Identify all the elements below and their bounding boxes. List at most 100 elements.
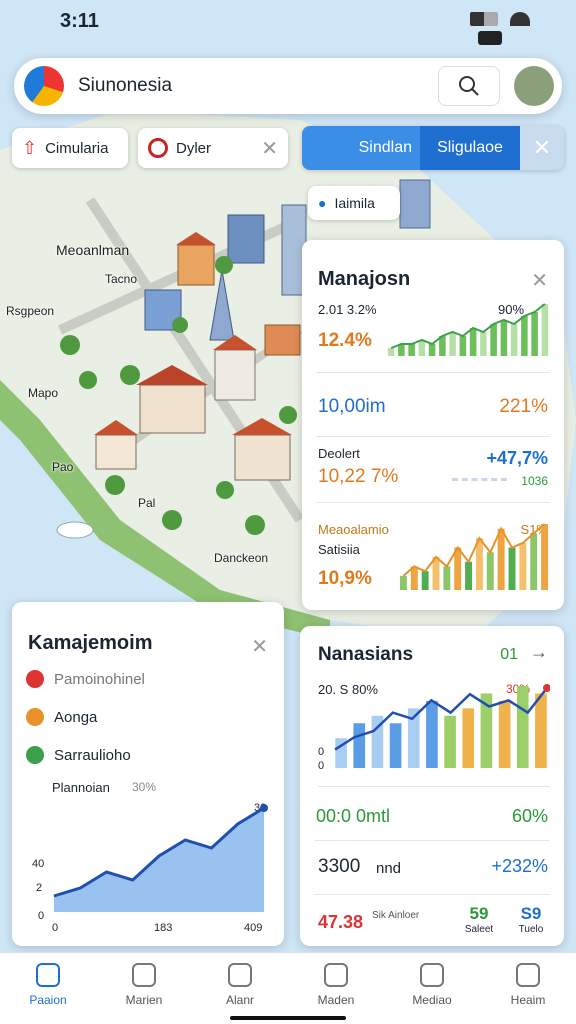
bar (486, 552, 494, 590)
list-item[interactable]: Pamoinohinel (26, 670, 145, 688)
search-button[interactable] (438, 66, 500, 106)
stat-label: Sik Ainloer (372, 910, 420, 921)
y-label: 2 (36, 882, 43, 894)
search-text: Siunonesia (78, 75, 173, 96)
y-label: 40 (32, 858, 45, 870)
nav-label: Maden (317, 993, 355, 1007)
end-point (260, 804, 268, 812)
bar (480, 693, 493, 768)
nav-item[interactable]: Alanr (192, 953, 288, 1024)
bar (444, 715, 456, 768)
bar (521, 316, 528, 356)
list-item[interactable]: Sarraulioho (26, 746, 131, 764)
stat-value: 00:0 0mtl (316, 806, 391, 826)
divider (314, 894, 550, 895)
bar (398, 344, 405, 356)
arrow-button[interactable]: → (530, 642, 548, 662)
axis-label: 0 (318, 746, 325, 758)
decoration (214, 349, 256, 401)
decoration (177, 244, 215, 286)
bar-chart (399, 523, 549, 590)
list-item[interactable]: Aonga (26, 708, 97, 726)
segment-option[interactable]: Sindlan (302, 126, 420, 170)
decoration (136, 365, 208, 385)
stat-label: 20. S 80% (318, 682, 378, 697)
bar (510, 324, 518, 356)
stat-label: Meaoalamio (318, 522, 389, 537)
segment-option[interactable]: Sligulaoe (420, 126, 520, 170)
bar (407, 708, 420, 768)
decoration (471, 88, 479, 96)
trend-line (402, 523, 546, 577)
nav-item[interactable]: Paaion (0, 953, 96, 1024)
divider (316, 372, 550, 373)
decoration (95, 434, 137, 470)
item-label: Aonga (54, 708, 98, 726)
bar (439, 336, 446, 356)
bar (454, 547, 462, 590)
end-point (543, 684, 550, 692)
segment-close[interactable]: ✕ (520, 126, 564, 170)
chart-title: Plannoian (52, 780, 110, 795)
nav-item[interactable]: Mediao (384, 953, 480, 1024)
decoration (94, 420, 138, 435)
divider (318, 786, 550, 787)
home-indicator (230, 1016, 346, 1020)
stat-label: 2.01 3.2% (318, 302, 377, 317)
filter-chip[interactable]: ⇧ Cimularia (12, 128, 128, 168)
stat-value: 47.38 (318, 912, 364, 932)
map-label: Rsgpeon (6, 304, 55, 318)
panel-badge: 01 (500, 646, 518, 663)
close-button[interactable]: ✕ (531, 270, 548, 292)
decoration (209, 269, 235, 341)
stat-value: 12.4% (318, 330, 372, 351)
nav-label: Marien (125, 993, 163, 1007)
decoration (162, 510, 182, 530)
bar (497, 528, 505, 590)
decoration (459, 76, 475, 92)
divider (316, 436, 550, 437)
bar (535, 693, 547, 768)
item-label: Pamoinohinel (54, 670, 145, 688)
combo-chart (334, 684, 550, 768)
map-label: Tacno (105, 272, 138, 286)
nav-item[interactable]: Heaim (480, 953, 576, 1024)
decoration (264, 324, 301, 356)
filter-chip[interactable]: Dyler ✕ (138, 128, 288, 168)
bar (498, 700, 511, 768)
search-bar[interactable]: Siunonesia (14, 58, 562, 114)
bar (541, 304, 549, 356)
nav-icon (420, 963, 444, 987)
stat-change: 221% (499, 396, 548, 417)
avatar[interactable] (514, 66, 554, 106)
decoration (279, 406, 297, 424)
stat-change: 60% (511, 806, 548, 826)
decoration (245, 515, 265, 535)
close-button[interactable]: ✕ (251, 636, 268, 658)
nav-label: Alanr (225, 993, 254, 1007)
bar (418, 340, 426, 356)
bar (428, 344, 436, 356)
bar (387, 348, 395, 356)
chip-icon (148, 138, 168, 158)
chip-close[interactable]: ✕ (261, 137, 278, 160)
search-icon (459, 76, 479, 96)
stat-small: 1036 (521, 474, 548, 488)
stat-label: 90% (498, 302, 525, 317)
nav-item[interactable]: Marien (96, 953, 192, 1024)
nav-icon (324, 963, 348, 987)
bar-chart (387, 303, 549, 356)
panel-title: Manajosn (318, 268, 411, 290)
bar (459, 336, 467, 356)
nav-item[interactable]: Maden (288, 953, 384, 1024)
bar (408, 344, 415, 356)
mini-label: Saleet (464, 924, 494, 935)
bar (541, 524, 549, 590)
bar (508, 547, 516, 590)
map-tag[interactable]: ● Iaimila (308, 186, 400, 220)
x-label: 0 (52, 922, 59, 934)
bar (462, 708, 475, 768)
line (53, 806, 265, 898)
decoration (79, 371, 97, 389)
